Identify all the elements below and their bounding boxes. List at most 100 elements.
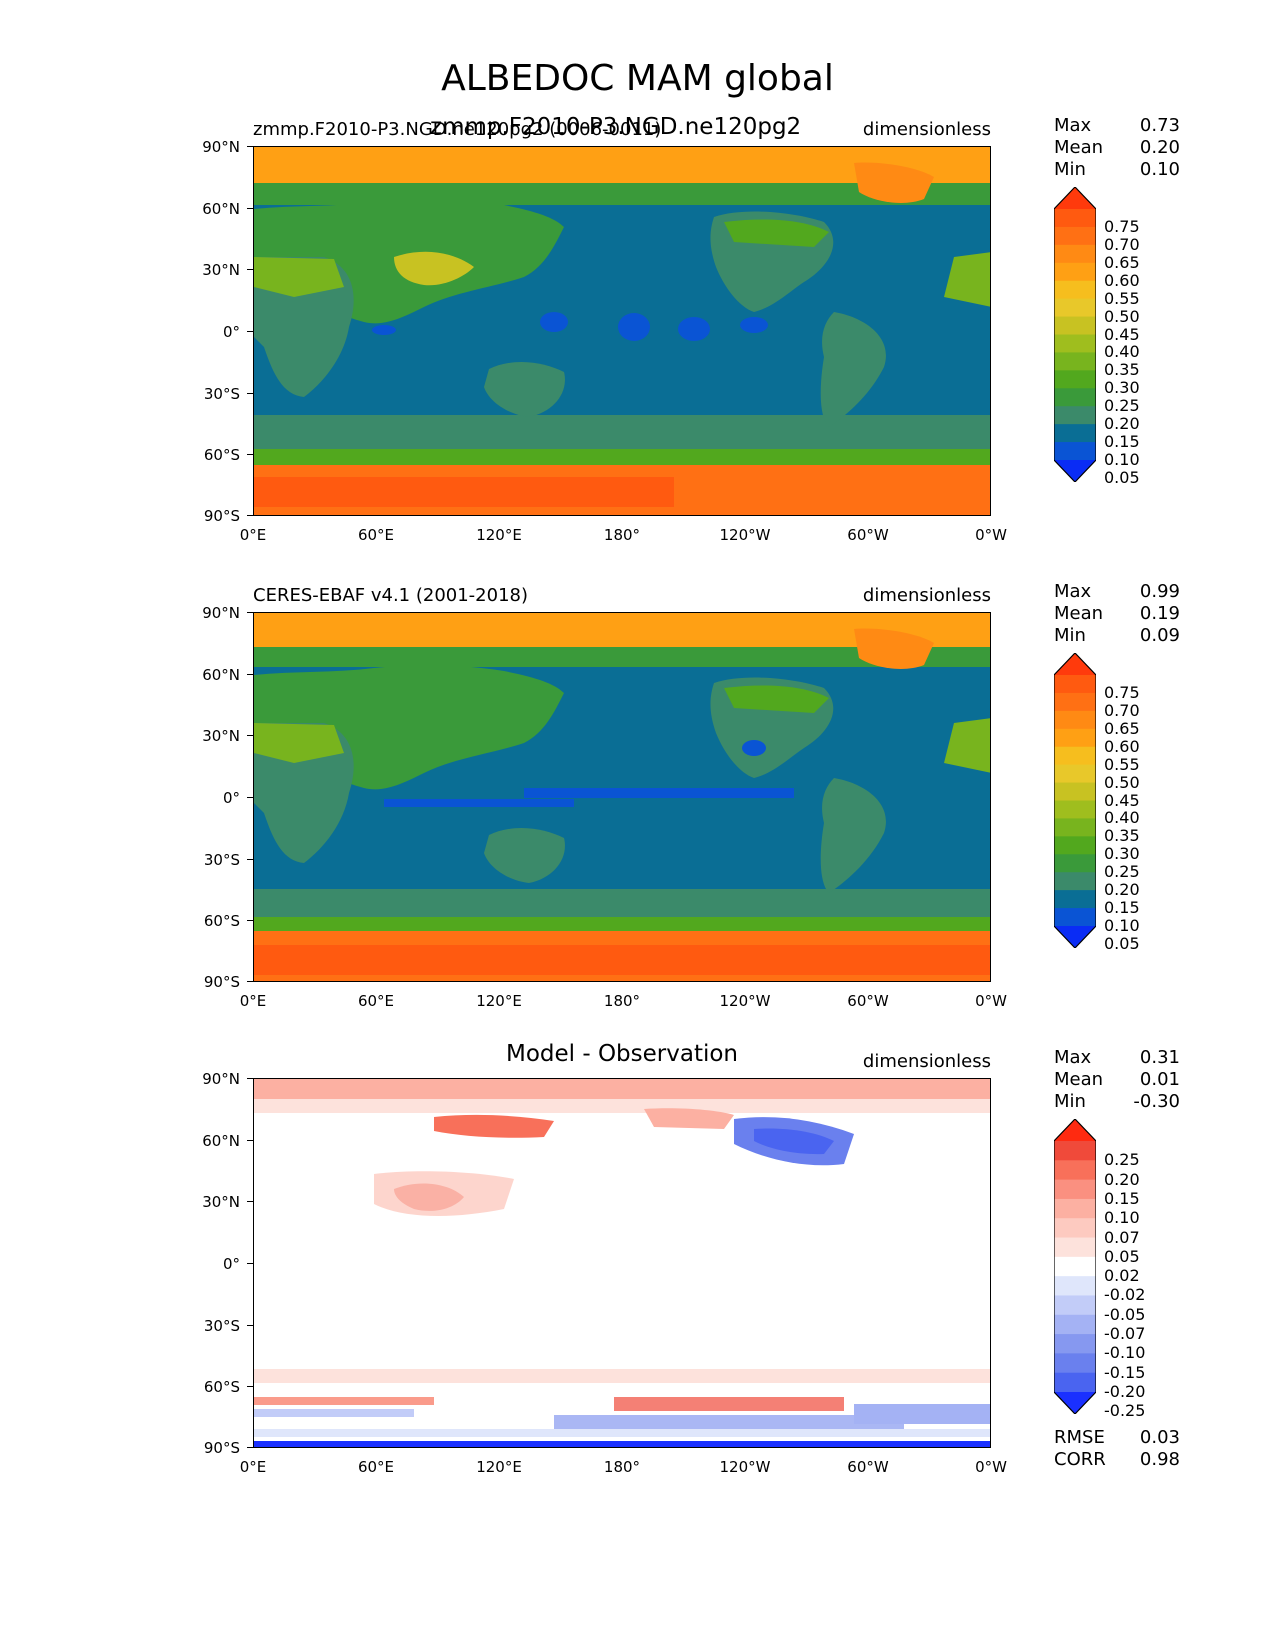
colorbar-swatch: [1054, 209, 1096, 228]
colorbar-swatch: [1054, 800, 1096, 819]
lat-tick-label: 30°N: [202, 1193, 240, 1211]
colorbar-swatch: [1054, 1334, 1096, 1354]
corr-value: 0.98: [1139, 1449, 1180, 1470]
stat-mean-value: 0.20: [1139, 137, 1180, 158]
colorbar-swatch: [1054, 818, 1096, 837]
lon-tick-label: 120°E: [476, 1458, 522, 1476]
corr-label: CORR: [1054, 1449, 1106, 1470]
colorbar-tick-label: 0.20: [1104, 1169, 1140, 1189]
lon-tick-label: 60°E: [357, 992, 395, 1010]
model-map: [253, 146, 991, 516]
lat-tick-label: 90°N: [202, 1070, 240, 1088]
lat-tick-label: 30°S: [203, 1317, 240, 1335]
colorbar-swatch: [1054, 316, 1096, 335]
colorbar-tick-label: 0.20: [1104, 414, 1140, 434]
colorbar-tick-label: 0.05: [1104, 467, 1140, 487]
colorbar-tick-label: 0.40: [1104, 808, 1140, 828]
lat-tick-label: 90°S: [203, 1439, 240, 1457]
colorbar-swatch: [1054, 388, 1096, 407]
lat-tick-label: 90°S: [203, 507, 240, 525]
colorbar-swatch: [1054, 406, 1096, 425]
colorbar-swatch: [1054, 1295, 1096, 1316]
colorbar-extend-min: [1054, 1392, 1096, 1414]
colorbar-tick-label: 0.75: [1104, 682, 1140, 702]
difference-map: [253, 1078, 991, 1448]
stat-min-label: Min: [1054, 159, 1086, 180]
lat-tick-label: 90°N: [202, 604, 240, 622]
lat-tick-label: 30°S: [203, 385, 240, 403]
colorbar-swatch: [1054, 352, 1096, 371]
colorbar-swatch: [1054, 1141, 1096, 1161]
lon-tick-label: 0°W: [975, 992, 1007, 1010]
observation-panel: CERES-EBAF v4.1 (2001-2018) dimensionles…: [0, 581, 1275, 1055]
lon-tick-label: 120°W: [719, 1458, 771, 1476]
colorbar-extend-max: [1054, 653, 1096, 675]
colorbar-swatch: [1054, 854, 1096, 873]
colorbar-swatch: [1054, 746, 1096, 766]
stat-max-label: Max: [1054, 581, 1092, 602]
overlay-title: zmmp.F2010-P3.NGD.ne120pg2: [430, 114, 802, 140]
colorbar-tick-label: 0.10: [1104, 916, 1140, 935]
colorbar-tick-label: 0.65: [1104, 718, 1140, 738]
lat-tick-label: 30°N: [202, 727, 240, 745]
stat-max-value: 0.73: [1139, 115, 1180, 136]
stat-min-value: 0.10: [1139, 159, 1180, 180]
colorbar-tick-label: 0.40: [1104, 342, 1140, 362]
colorbar-swatch: [1054, 836, 1096, 855]
colorbar-swatch: [1054, 1256, 1096, 1277]
colorbar-swatch: [1054, 226, 1096, 246]
lat-tick-label: 60°N: [202, 666, 240, 684]
colorbar-tick-label: 0.02: [1104, 1266, 1140, 1286]
colorbar-extend-min: [1054, 460, 1096, 482]
colorbar-tick-label: -0.25: [1104, 1401, 1146, 1421]
colorbar: [1054, 187, 1096, 482]
lon-tick-label: 0°E: [239, 1458, 267, 1476]
colorbar-swatch: [1054, 908, 1096, 927]
colorbar-tick-label: 0.15: [1104, 898, 1140, 918]
figure-title: ALBEDOC MAM global: [441, 58, 834, 99]
lon-tick-label: 120°W: [719, 526, 771, 544]
colorbar-swatch: [1054, 692, 1096, 712]
lon-tick-label: 60°E: [357, 1458, 395, 1476]
units-label: dimensionless: [862, 1051, 991, 1072]
colorbar-swatch: [1054, 1160, 1096, 1181]
stat-min-value: -0.30: [1133, 1091, 1180, 1112]
panel-title: CERES-EBAF v4.1 (2001-2018): [253, 585, 529, 606]
colorbar-swatch: [1054, 675, 1096, 694]
stat-mean-label: Mean: [1054, 137, 1104, 158]
lon-tick-label: 0°E: [239, 526, 267, 544]
colorbar-swatch: [1054, 280, 1096, 300]
colorbar-swatch: [1054, 728, 1096, 748]
difference-panel: Model - Observation dimensionless 90°N: [0, 1041, 1275, 1521]
units-label: dimensionless: [862, 119, 991, 140]
colorbar-tick-label: 0.45: [1104, 324, 1140, 344]
colorbar-tick-label: 0.15: [1104, 432, 1140, 452]
colorbar-swatch: [1054, 710, 1096, 730]
lon-tick-label: 120°W: [719, 992, 771, 1010]
colorbar-swatch: [1054, 1276, 1096, 1296]
stat-max-value: 0.99: [1139, 581, 1180, 602]
colorbar: [1054, 1119, 1096, 1414]
colorbar-tick-label: 0.70: [1104, 700, 1140, 720]
panel-title: zmmp.F2010-P3.NGD.ne120pg2 (0006-0011): [253, 119, 662, 140]
colorbar-tick-label: 0.35: [1104, 360, 1140, 380]
colorbar-tick-label: 0.50: [1104, 772, 1140, 792]
colorbar-tick-label: -0.05: [1104, 1304, 1146, 1324]
observation-map: [253, 612, 991, 982]
lat-tick-label: 30°N: [202, 261, 240, 279]
colorbar-swatch: [1054, 1314, 1096, 1335]
lon-tick-label: 0°E: [239, 992, 267, 1010]
lon-tick-label: 180°: [603, 526, 641, 544]
colorbar-swatch: [1054, 782, 1096, 801]
panel-title: Model - Observation: [505, 1041, 739, 1067]
lat-tick-label: 60°S: [203, 912, 240, 930]
lon-tick-label: 60°E: [357, 526, 395, 544]
colorbar-tick-label: 0.55: [1104, 754, 1140, 774]
colorbar-tick-label: 0.15: [1104, 1188, 1140, 1208]
rmse-value: 0.03: [1139, 1427, 1180, 1448]
lat-tick-label: 0°: [222, 1255, 240, 1273]
colorbar-tick-label: -0.20: [1104, 1382, 1146, 1401]
stat-mean-value: 0.19: [1139, 603, 1180, 624]
colorbar-swatch: [1054, 1237, 1096, 1258]
colorbar-tick-label: 0.20: [1104, 880, 1140, 900]
